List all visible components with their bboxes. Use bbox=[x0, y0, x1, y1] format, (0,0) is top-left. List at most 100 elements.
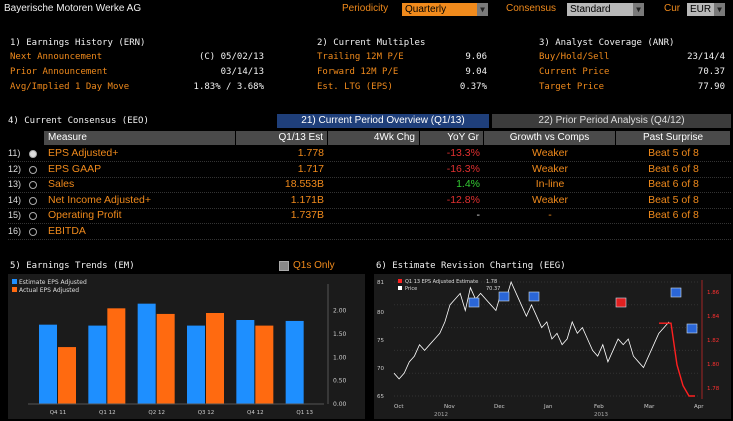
row-radio-button[interactable] bbox=[29, 165, 37, 174]
bar-estimate bbox=[236, 320, 255, 404]
price-line bbox=[393, 280, 670, 380]
row-number: 15) bbox=[8, 210, 22, 220]
table-row[interactable]: 12) EPS GAAP 1.717 -16.3% Weaker Beat 6 of 8 bbox=[8, 162, 731, 178]
row-surprise bbox=[616, 224, 731, 239]
legend-value-price: 70.37 bbox=[486, 286, 500, 292]
col-header-growth[interactable]: Growth vs Comps bbox=[484, 131, 616, 145]
row-value: 23/14/4 bbox=[687, 52, 725, 62]
row-growth: Weaker bbox=[532, 193, 568, 206]
row-value: 9.04 bbox=[465, 67, 487, 77]
row-radio-button[interactable] bbox=[29, 227, 37, 236]
chart-legend: Q1 13 EPS Adjusted Estimate 1.78 Price 7… bbox=[398, 279, 500, 292]
col-header-yoy[interactable]: YoY Gr bbox=[420, 131, 484, 145]
consensus-select[interactable]: Standard ▼ bbox=[567, 3, 644, 16]
table-row[interactable]: 11) EPS Adjusted+ 1.778 -13.3% Weaker Beat 5 … bbox=[8, 146, 731, 162]
row-growth: In-line bbox=[535, 178, 565, 190]
table-row[interactable]: 14) Net Income Adjusted+ 1.171B -12.8% Weake… bbox=[8, 193, 731, 209]
current-consensus-title[interactable]: 4) Current Consensus (EEO) bbox=[8, 116, 149, 126]
row-label: Buy/Hold/Sell bbox=[539, 52, 610, 62]
multiples-row: Forward 12M P/E 9.04 bbox=[317, 65, 487, 80]
row-surprise: Beat 6 of 8 bbox=[648, 162, 699, 175]
x-tick-label: Feb bbox=[594, 404, 604, 410]
earnings-trends-chart: Q4 11 Q1 12 Q2 12 Q3 12 Q4 12 Q1 13 0.00 0.50 1.… bbox=[8, 274, 365, 419]
row-surprise: Beat 6 of 8 bbox=[648, 178, 699, 190]
row-yoy: -12.8% bbox=[446, 193, 480, 206]
col-header-surprise[interactable]: Past Surprise bbox=[616, 131, 731, 145]
consensus-label: Consensus bbox=[506, 3, 557, 14]
row-radio-button[interactable] bbox=[29, 196, 37, 205]
top-toolbar bbox=[0, 0, 733, 19]
earnings-trends-title[interactable]: 5) Earnings Trends (EM) bbox=[10, 261, 135, 271]
bar-actual bbox=[107, 308, 126, 404]
estimate-line bbox=[659, 322, 695, 397]
row-label: Trailing 12M P/E bbox=[317, 52, 404, 62]
table-row[interactable]: 15) Operating Profit 1.737B - - Beat 6 of 8 bbox=[8, 208, 731, 224]
row-radio-button[interactable] bbox=[29, 181, 37, 189]
revision-charting-title[interactable]: 6) Estimate Revision Charting (EEG) bbox=[376, 261, 566, 271]
x-tick-label: Jan bbox=[543, 404, 553, 410]
y-tick-label: 2.00 bbox=[333, 308, 347, 315]
row-measure: EPS Adjusted+ bbox=[48, 147, 119, 159]
row-4wk-chg bbox=[328, 224, 416, 239]
legend-swatch-estimate bbox=[398, 279, 402, 283]
y-tick-label-right: 1.82 bbox=[707, 338, 719, 344]
analyst-coverage-title[interactable]: 3) Analyst Coverage (ANR) bbox=[539, 38, 675, 48]
event-marker-icon[interactable] bbox=[670, 287, 682, 298]
x-tick-label: Dec bbox=[494, 404, 505, 410]
table-row[interactable]: 16) EBITDA bbox=[8, 224, 731, 240]
event-marker-icon[interactable] bbox=[615, 297, 627, 308]
earnings-history-row: Next Announcement (C) 05/02/13 bbox=[10, 50, 264, 65]
row-estimate bbox=[236, 224, 324, 239]
x-tick-label: Q4 12 bbox=[247, 410, 264, 416]
bar-estimate bbox=[88, 325, 107, 404]
bar-estimate bbox=[187, 325, 205, 404]
periodicity-value: Quarterly bbox=[402, 3, 477, 16]
current-multiples-title[interactable]: 2) Current Multiples bbox=[317, 38, 426, 48]
row-label: Target Price bbox=[539, 82, 605, 92]
legend-swatch-price bbox=[398, 286, 402, 290]
table-row[interactable]: 13) Sales 18.553B 1.4% In-line Beat 6 of 8 bbox=[8, 177, 731, 193]
q1s-only-checkbox[interactable] bbox=[279, 261, 289, 271]
y-tick-label-left: 81 bbox=[377, 280, 384, 286]
legend-label-estimate: Estimate EPS Adjusted bbox=[19, 279, 87, 286]
row-radio-button[interactable] bbox=[29, 150, 37, 158]
row-radio-button[interactable] bbox=[29, 212, 37, 220]
row-value: 9.06 bbox=[465, 52, 487, 62]
col-header-measure[interactable]: Measure bbox=[44, 131, 236, 145]
row-number: 12) bbox=[8, 163, 22, 174]
legend-value-estimate: 1.78 bbox=[486, 279, 497, 285]
legend-swatch-estimate bbox=[12, 279, 17, 284]
row-yoy: - bbox=[476, 209, 481, 221]
row-value: 70.37 bbox=[697, 67, 725, 77]
bar-estimate bbox=[137, 303, 156, 404]
y-tick-label-left: 80 bbox=[377, 310, 384, 316]
event-marker-icon[interactable] bbox=[498, 291, 510, 302]
row-4wk-chg bbox=[328, 146, 416, 161]
row-measure: EBITDA bbox=[48, 224, 86, 237]
event-marker-icon[interactable] bbox=[528, 291, 540, 302]
row-surprise: Beat 5 of 8 bbox=[648, 193, 699, 206]
periodicity-select[interactable]: Quarterly ▼ bbox=[402, 3, 488, 16]
row-number: 13) bbox=[8, 179, 22, 189]
x-tick-label: Q2 12 bbox=[148, 410, 165, 416]
earnings-history-title[interactable]: 1) Earnings History (ERN) bbox=[10, 38, 146, 48]
y-tick-label-right: 1.84 bbox=[707, 314, 720, 320]
consensus-table: Measure Q1/13 Est 4Wk Chg YoY Gr Growth … bbox=[8, 131, 731, 241]
col-header-estimate[interactable]: Q1/13 Est bbox=[236, 131, 328, 145]
y-tick-label: 1.50 bbox=[333, 331, 347, 338]
currency-select[interactable]: EUR ▼ bbox=[687, 3, 725, 16]
y-tick-label-right: 1.86 bbox=[707, 290, 720, 296]
tab-prior-period[interactable]: 22) Prior Period Analysis (Q4/12) bbox=[492, 114, 731, 128]
event-marker-icon[interactable] bbox=[468, 297, 480, 308]
col-header-4wk-chg[interactable]: 4Wk Chg bbox=[328, 131, 420, 145]
earnings-history-panel: Next Announcement (C) 05/02/13 Prior Ann… bbox=[10, 50, 264, 95]
x-tick-label: Q3 12 bbox=[198, 410, 215, 416]
event-marker-icon[interactable] bbox=[686, 323, 698, 334]
row-measure: Net Income Adjusted+ bbox=[48, 193, 152, 206]
tab-current-period[interactable]: 21) Current Period Overview (Q1/13) bbox=[277, 114, 489, 128]
bar-actual bbox=[58, 347, 76, 404]
row-measure: Operating Profit bbox=[48, 209, 122, 221]
x-tick-label: Nov bbox=[444, 404, 455, 410]
row-4wk-chg bbox=[328, 193, 416, 208]
bar-actual bbox=[206, 313, 224, 404]
